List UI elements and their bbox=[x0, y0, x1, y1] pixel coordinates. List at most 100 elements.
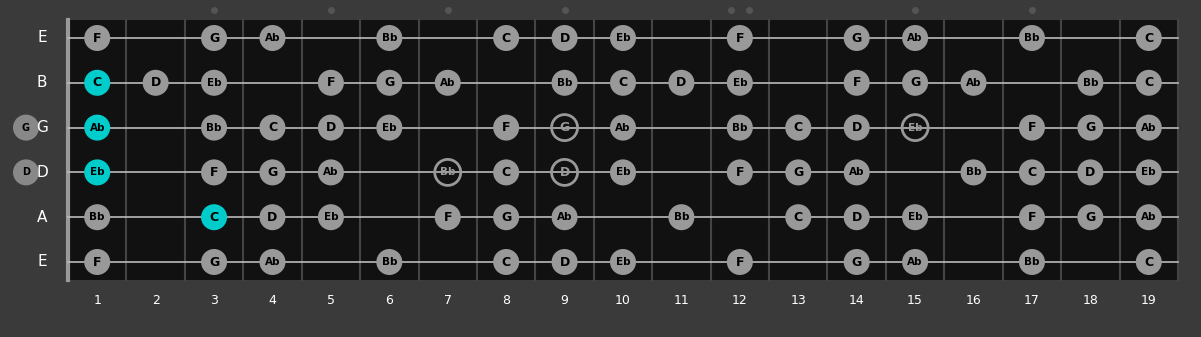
Circle shape bbox=[961, 159, 986, 185]
Circle shape bbox=[961, 70, 986, 96]
Circle shape bbox=[1018, 159, 1045, 185]
Circle shape bbox=[494, 115, 519, 141]
Circle shape bbox=[785, 159, 811, 185]
Text: Ab: Ab bbox=[264, 257, 280, 267]
Text: Eb: Eb bbox=[616, 167, 631, 177]
Text: D: D bbox=[36, 165, 48, 180]
Text: Bb: Bb bbox=[733, 123, 747, 132]
Circle shape bbox=[376, 115, 402, 141]
Circle shape bbox=[902, 249, 928, 275]
Text: E: E bbox=[37, 31, 47, 45]
Text: Eb: Eb bbox=[733, 78, 747, 88]
Circle shape bbox=[843, 159, 870, 185]
Text: D: D bbox=[1086, 166, 1095, 179]
Circle shape bbox=[494, 25, 519, 51]
Text: G: G bbox=[1086, 121, 1095, 134]
Text: Eb: Eb bbox=[323, 212, 339, 222]
Text: Eb: Eb bbox=[908, 123, 922, 132]
Text: A: A bbox=[37, 210, 47, 225]
Text: Bb: Bb bbox=[207, 123, 222, 132]
Text: 2: 2 bbox=[151, 294, 160, 306]
Text: Bb: Bb bbox=[557, 78, 573, 88]
Text: F: F bbox=[1028, 121, 1036, 134]
Circle shape bbox=[13, 115, 38, 141]
Circle shape bbox=[84, 70, 110, 96]
Circle shape bbox=[669, 204, 694, 230]
Bar bbox=[68, 20, 1178, 280]
Text: F: F bbox=[327, 76, 335, 89]
Text: F: F bbox=[92, 255, 101, 269]
Text: 12: 12 bbox=[731, 294, 748, 306]
Circle shape bbox=[1077, 204, 1104, 230]
Circle shape bbox=[1136, 25, 1161, 51]
Text: 14: 14 bbox=[849, 294, 865, 306]
Text: Ab: Ab bbox=[323, 167, 339, 177]
Text: G: G bbox=[1086, 211, 1095, 224]
Circle shape bbox=[318, 115, 343, 141]
Circle shape bbox=[259, 115, 286, 141]
Text: F: F bbox=[1028, 211, 1036, 224]
Circle shape bbox=[843, 204, 870, 230]
Circle shape bbox=[1018, 25, 1045, 51]
Text: G: G bbox=[209, 31, 219, 44]
Circle shape bbox=[1077, 159, 1104, 185]
Text: G: G bbox=[22, 123, 30, 132]
Circle shape bbox=[843, 249, 870, 275]
Text: Bb: Bb bbox=[1082, 78, 1098, 88]
Text: G: G bbox=[384, 76, 394, 89]
Circle shape bbox=[1077, 115, 1104, 141]
Text: F: F bbox=[443, 211, 452, 224]
Circle shape bbox=[1077, 70, 1104, 96]
Text: Ab: Ab bbox=[557, 212, 573, 222]
Circle shape bbox=[1136, 159, 1161, 185]
Circle shape bbox=[551, 25, 578, 51]
Text: E: E bbox=[37, 254, 47, 270]
Circle shape bbox=[727, 70, 753, 96]
Text: 10: 10 bbox=[615, 294, 631, 306]
Circle shape bbox=[902, 70, 928, 96]
Circle shape bbox=[376, 70, 402, 96]
Circle shape bbox=[494, 249, 519, 275]
Circle shape bbox=[669, 70, 694, 96]
Text: Eb: Eb bbox=[616, 33, 631, 43]
Circle shape bbox=[84, 249, 110, 275]
Circle shape bbox=[494, 159, 519, 185]
Text: Bb: Bb bbox=[440, 167, 455, 177]
Circle shape bbox=[259, 159, 286, 185]
Text: C: C bbox=[268, 121, 277, 134]
Text: C: C bbox=[1027, 166, 1036, 179]
Text: Eb: Eb bbox=[1141, 167, 1157, 177]
Text: F: F bbox=[502, 121, 510, 134]
Circle shape bbox=[902, 204, 928, 230]
Text: D: D bbox=[676, 76, 687, 89]
Circle shape bbox=[201, 25, 227, 51]
Text: F: F bbox=[735, 166, 745, 179]
Circle shape bbox=[1136, 115, 1161, 141]
Text: C: C bbox=[1145, 31, 1153, 44]
Circle shape bbox=[201, 115, 227, 141]
Text: G: G bbox=[36, 120, 48, 135]
Text: 18: 18 bbox=[1082, 294, 1098, 306]
Circle shape bbox=[259, 25, 286, 51]
Text: C: C bbox=[619, 76, 628, 89]
Circle shape bbox=[494, 204, 519, 230]
Text: G: G bbox=[209, 255, 219, 269]
Text: 4: 4 bbox=[269, 294, 276, 306]
Text: 6: 6 bbox=[386, 294, 393, 306]
Text: Bb: Bb bbox=[1024, 33, 1040, 43]
Text: F: F bbox=[853, 76, 861, 89]
Text: Eb: Eb bbox=[616, 257, 631, 267]
Circle shape bbox=[84, 159, 110, 185]
Text: F: F bbox=[735, 255, 745, 269]
Text: Ab: Ab bbox=[89, 123, 104, 132]
Circle shape bbox=[610, 25, 637, 51]
Circle shape bbox=[1018, 115, 1045, 141]
Circle shape bbox=[727, 115, 753, 141]
Text: 5: 5 bbox=[327, 294, 335, 306]
Text: 11: 11 bbox=[674, 294, 689, 306]
Text: C: C bbox=[1145, 255, 1153, 269]
Circle shape bbox=[1136, 249, 1161, 275]
Circle shape bbox=[551, 249, 578, 275]
Text: 8: 8 bbox=[502, 294, 510, 306]
Text: F: F bbox=[92, 31, 101, 44]
